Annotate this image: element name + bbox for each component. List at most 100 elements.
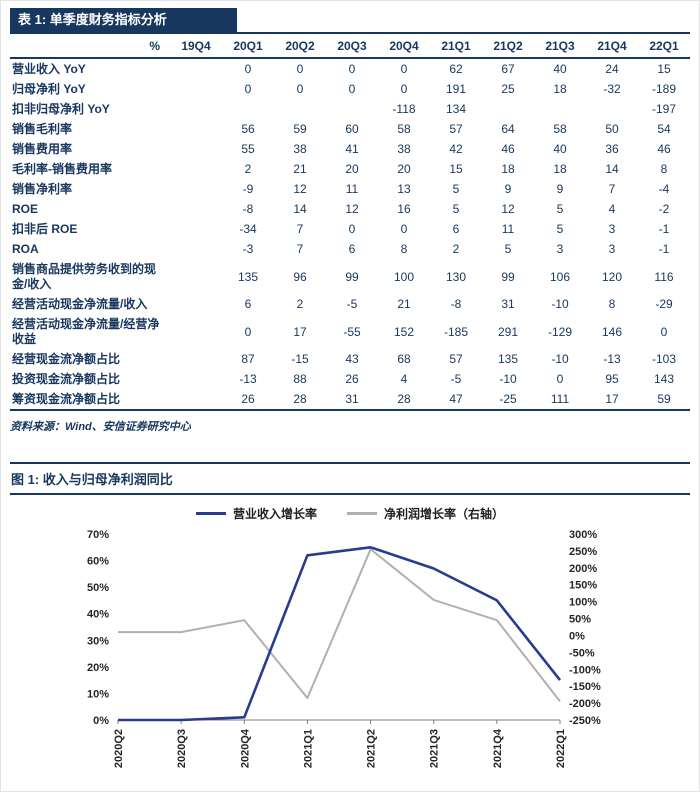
cell-value xyxy=(170,259,222,294)
cell-value: 8 xyxy=(400,242,408,257)
cell-value: 0 xyxy=(348,82,356,97)
cell-value: 40 xyxy=(553,62,567,77)
cell-value xyxy=(170,139,222,159)
row-label: 筹资现金流净额占比 xyxy=(12,391,121,406)
cell-value: 14 xyxy=(293,202,307,217)
cell-value: 36 xyxy=(605,142,619,157)
cell-value: -13 xyxy=(603,352,621,367)
cell-value: 2 xyxy=(452,242,460,257)
cell-value xyxy=(534,99,586,119)
row-label: ROA xyxy=(12,241,39,256)
right-axis-tick-label: 250% xyxy=(569,546,597,558)
cell-value: 291 xyxy=(497,324,519,339)
row-label: 销售费用率 xyxy=(12,141,73,156)
left-axis-tick-label: 70% xyxy=(87,529,109,541)
cell-value: 21 xyxy=(397,297,411,312)
x-axis-tick-label: 2020Q2 xyxy=(113,729,125,768)
cell-value: 6 xyxy=(244,297,252,312)
cell-value: -118 xyxy=(392,102,416,117)
cell-value: 55 xyxy=(241,142,255,157)
cell-value: -3 xyxy=(242,242,254,257)
cell-value: -15 xyxy=(291,352,309,367)
cell-value xyxy=(586,99,638,119)
x-axis-tick-label: 2020Q3 xyxy=(176,729,188,768)
left-axis-tick-label: 50% xyxy=(87,582,109,594)
cell-value: 12 xyxy=(345,202,359,217)
cell-value: 7 xyxy=(608,182,616,197)
cell-value: 0 xyxy=(244,324,252,339)
right-axis-tick-label: -150% xyxy=(569,681,601,693)
cell-value: 143 xyxy=(653,372,675,387)
table-section: 表 1: 单季度财务指标分析 % 19Q4 20Q1 20Q2 20Q3 20Q4 21Q1… xyxy=(10,8,690,434)
cell-value xyxy=(222,99,274,119)
left-axis-tick-label: 40% xyxy=(87,609,109,621)
cell-value: 0 xyxy=(400,82,408,97)
right-axis-tick-label: 0% xyxy=(569,631,585,643)
cell-value: 26 xyxy=(345,372,359,387)
cell-value: 99 xyxy=(345,269,359,284)
cell-value: 68 xyxy=(397,352,411,367)
cell-value: 16 xyxy=(397,202,411,217)
cell-value: 5 xyxy=(452,202,460,217)
cell-value: -9 xyxy=(242,182,254,197)
table-row: 经营活动现金净流量/收入 6 2 -5 21 -8 31 -10 8 -29 xyxy=(10,294,690,314)
cell-value: 67 xyxy=(501,62,515,77)
column-header: 22Q1 xyxy=(649,39,679,54)
right-axis-tick-label: 100% xyxy=(569,597,597,609)
row-label: 经营活动现金净流量/经营净收益 xyxy=(12,316,160,346)
cell-value xyxy=(170,179,222,199)
cell-value: 8 xyxy=(608,297,616,312)
cell-value: -129 xyxy=(547,324,573,339)
table-row: 销售费用率 55 38 41 38 42 46 40 36 46 xyxy=(10,139,690,159)
cell-value: 116 xyxy=(654,269,674,284)
right-axis-tick-label: -200% xyxy=(569,698,601,710)
right-axis-tick-label: 300% xyxy=(569,529,597,541)
x-axis-tick-label: 2020Q4 xyxy=(239,728,251,768)
cell-value xyxy=(170,119,222,139)
column-header: 20Q1 xyxy=(233,39,263,54)
cell-value: -197 xyxy=(651,102,677,117)
cell-value: 0 xyxy=(400,222,408,237)
table-row: 营业收入 YoY 0 0 0 0 62 67 40 24 15 xyxy=(10,58,690,79)
cell-value: -32 xyxy=(603,82,621,97)
right-axis-tick-label: -250% xyxy=(569,715,601,727)
cell-value: 111 xyxy=(550,392,570,407)
column-header: 19Q4 xyxy=(181,39,211,54)
figure-section: 图 1: 收入与归母净利润同比 营业收入增长率 净利润增长率（右轴） 0% 10% 2… xyxy=(10,462,690,792)
table-row: 归母净利 YoY 0 0 0 0 191 25 18 -32 -189 xyxy=(10,79,690,99)
cell-value: 191 xyxy=(445,82,467,97)
cell-value: 57 xyxy=(449,122,463,137)
cell-value: 5 xyxy=(504,242,512,257)
cell-value xyxy=(326,99,378,119)
cell-value xyxy=(170,239,222,259)
cell-value: 47 xyxy=(449,392,463,407)
row-label: 销售净利率 xyxy=(12,181,73,196)
cell-value xyxy=(482,99,534,119)
cell-value: 64 xyxy=(501,122,515,137)
cell-value xyxy=(170,349,222,369)
cell-value: 0 xyxy=(296,82,304,97)
row-label: 归母净利 YoY xyxy=(12,81,86,96)
cell-value: 2 xyxy=(296,297,304,312)
table-title: 表 1: 单季度财务指标分析 xyxy=(10,8,237,33)
cell-value: 17 xyxy=(605,392,619,407)
cell-value: -2 xyxy=(658,202,670,217)
cell-value: 62 xyxy=(449,62,463,77)
cell-value: 38 xyxy=(397,142,411,157)
row-label: 销售商品提供劳务收到的现金/收入 xyxy=(12,261,157,291)
cell-value: 56 xyxy=(241,122,255,137)
cell-value: 20 xyxy=(397,162,411,177)
cell-value: 13 xyxy=(397,182,411,197)
cell-value: 26 xyxy=(241,392,255,407)
cell-value: -55 xyxy=(343,324,361,339)
cell-value: 15 xyxy=(657,62,671,77)
cell-value: 95 xyxy=(605,372,619,387)
cell-value: -34 xyxy=(239,222,257,237)
row-label: 毛利率-销售费用率 xyxy=(12,161,112,176)
column-header: 20Q4 xyxy=(389,39,419,54)
cell-value: 0 xyxy=(348,62,356,77)
cell-value xyxy=(170,389,222,410)
cell-value xyxy=(170,79,222,99)
cell-value: -103 xyxy=(651,352,677,367)
cell-value: 50 xyxy=(605,122,619,137)
